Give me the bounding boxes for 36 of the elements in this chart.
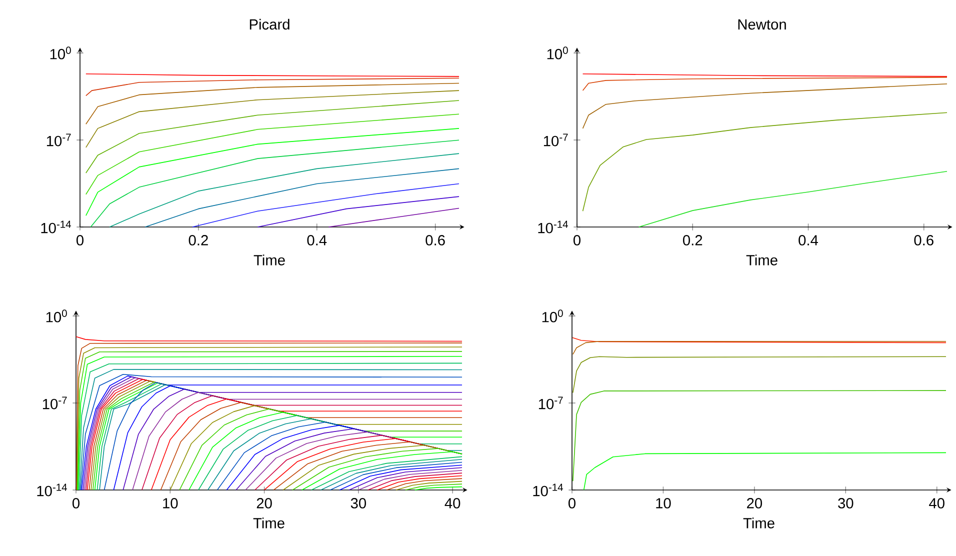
x-tick-label: 0: [72, 498, 80, 508]
y-tick-label: 10$^{0}$: [547, 46, 568, 60]
y-tick-label: 10$^{-14}$: [41, 220, 72, 234]
y-tick-label: 10$^{-7}$: [46, 134, 71, 146]
y-tick-label: 10$^{0}$: [46, 310, 67, 322]
x-tick-label: 40: [929, 498, 944, 508]
chart-title: Picard: [250, 18, 290, 30]
y-tick-label: 10$^{0}$: [50, 46, 71, 60]
x-tick-label: 10: [163, 498, 178, 508]
x-axis-title: Time: [743, 518, 774, 528]
x-axis-title: Time: [254, 254, 285, 266]
x-tick-label: 0.2: [188, 235, 208, 246]
y-tick-label: 10$^{-14}$: [37, 484, 68, 496]
x-tick-label: 0: [76, 235, 84, 246]
y-tick-label: 10$^{-7}$: [538, 396, 563, 410]
chart-title: Newton: [738, 19, 786, 30]
y-tick-label: 10$^{-14}$: [533, 484, 563, 496]
x-tick-label: 0: [573, 235, 580, 246]
x-tick-label: 0.4: [798, 235, 818, 246]
x-tick-label: 20: [256, 498, 272, 508]
x-tick-label: 0: [568, 498, 576, 508]
y-tick-label: 10$^{0}$: [542, 310, 563, 322]
y-tick-label: 10$^{-14}$: [538, 220, 568, 234]
x-tick-label: 10: [656, 498, 671, 508]
x-tick-label: 30: [838, 498, 854, 508]
y-tick-label: 10$^{-7}$: [42, 396, 67, 410]
x-tick-label: 0.2: [683, 235, 702, 246]
x-tick-label: 40: [444, 498, 460, 508]
x-tick-label: 30: [350, 498, 366, 508]
x-tick-label: 0.6: [914, 235, 934, 246]
x-axis-title: Time: [253, 518, 284, 528]
x-tick-label: 0.4: [307, 235, 327, 246]
y-tick-label: 10$^{-7}$: [544, 134, 568, 146]
x-axis-title: Time: [746, 254, 778, 266]
x-tick-label: 20: [747, 498, 762, 508]
x-tick-label: 0.6: [426, 235, 445, 246]
